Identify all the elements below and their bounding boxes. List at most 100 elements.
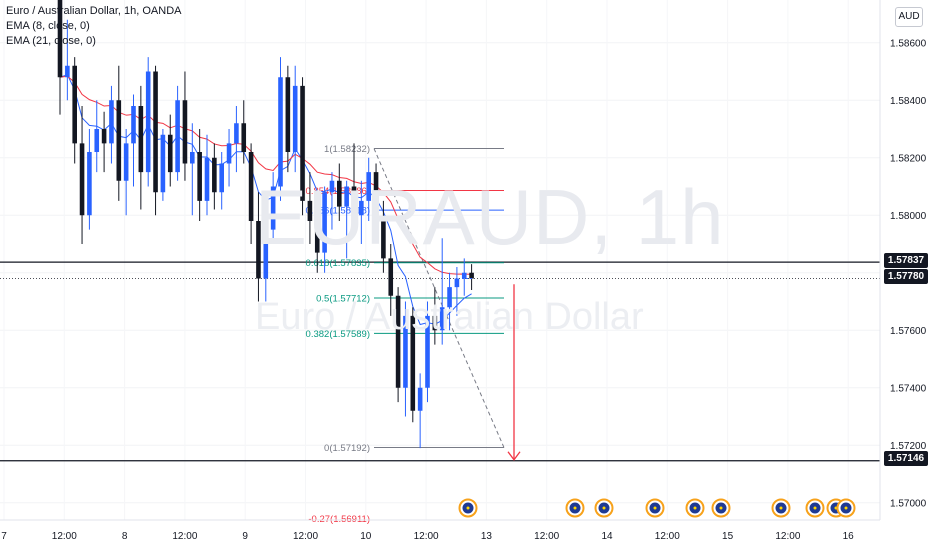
y-tick-label: 1.58000 [890,211,927,222]
candle-body [226,143,232,164]
x-tick-label: 12:00 [534,531,559,542]
candle [175,85,180,181]
candle [263,215,269,302]
ema-8-line [59,74,472,326]
candle [366,157,371,221]
candle-body [182,100,188,164]
ema-21-legend[interactable]: EMA (21, close, 0) [6,35,96,47]
x-tick-label: 14 [601,531,613,542]
candle-body [263,229,269,279]
x-tick-label: 13 [481,531,493,542]
candle-body [109,100,114,144]
x-tick-label: 15 [722,531,734,542]
candle-body [138,106,144,173]
currency-button[interactable]: AUD [895,7,923,27]
candle-body [425,315,430,388]
calendar-event-icon[interactable] [771,498,791,518]
chart-legend: Euro / Australian Dollar, 1h, OANDA EMA … [6,4,181,49]
candle [344,180,349,259]
candle-body [373,172,379,221]
ema-8-legend[interactable]: EMA (8, close, 0) [6,20,90,32]
fib-level-label: 0.5(1.57712) [316,294,370,305]
candle-body [469,272,474,279]
candle-body [432,315,438,331]
current-price-label: 1.57780 [884,269,928,284]
symbol-title[interactable]: Euro / Australian Dollar, 1h, OANDA [6,5,182,17]
projection-arrow-head [507,451,521,461]
candle [116,65,122,201]
event-star [779,506,783,510]
event-star [653,506,657,510]
candle-body [256,221,261,279]
candle [101,111,107,173]
candle [131,94,136,187]
event-star [693,506,697,510]
candle [410,307,416,423]
calendar-event-icon[interactable] [565,498,585,518]
candle-body [167,134,173,173]
y-tick-label: 1.57400 [890,383,927,394]
candle-body [175,100,180,173]
calendar-event-icon[interactable] [685,498,705,518]
candle [359,180,364,244]
fib-level-label: 0.618(1.57835) [306,258,370,269]
candle-body [395,295,401,388]
event-star [813,506,817,510]
calendar-event-icon[interactable] [594,498,614,518]
candle-body [190,152,195,164]
calendar-event-icon[interactable] [711,498,731,518]
candle [109,85,114,164]
candle [373,163,379,230]
fib-level-label: 0.382(1.57589) [306,329,370,340]
candle-body [410,315,416,411]
candle-body [241,123,247,152]
candle [425,301,430,403]
y-tick-label: 1.58600 [890,38,927,49]
candle [94,100,100,173]
x-tick-label: 12:00 [414,531,439,542]
candle-body [359,200,364,216]
candle-body [403,315,408,388]
candle [234,106,239,173]
candle-body [388,258,394,296]
x-tick-label: 16 [843,531,855,542]
candle [285,65,291,173]
candle-body [72,65,77,144]
candle [278,57,283,201]
candle-body [337,180,342,207]
economic-events [458,498,856,518]
candle-body [123,143,129,181]
candle-body [79,143,85,216]
candle [123,129,129,216]
candle [447,272,452,331]
candle [65,19,70,101]
candle [322,186,327,273]
calendar-event-icon[interactable] [836,498,856,518]
candle [153,65,158,216]
calendar-event-icon[interactable] [645,498,665,518]
candle [72,57,77,164]
x-tick-label: 9 [242,531,248,542]
candle [219,152,224,210]
candle-body [292,85,298,152]
calendar-event-icon[interactable] [458,498,478,518]
candle [432,287,438,345]
candle [79,106,85,244]
candle [182,71,188,181]
candle-body [329,180,335,193]
candle-body [160,134,166,193]
candle-body [351,186,357,216]
candle [329,172,335,230]
candle-body [447,287,452,308]
candle-body [300,85,305,201]
calendar-event-icon[interactable] [805,498,825,518]
candle-body [153,71,158,193]
candle [190,123,195,216]
event-star [602,506,606,510]
chart-grid [0,42,880,504]
candle [395,287,401,403]
candle-body [116,100,122,181]
candle [248,143,254,244]
x-tick-label: 7 [1,531,7,542]
